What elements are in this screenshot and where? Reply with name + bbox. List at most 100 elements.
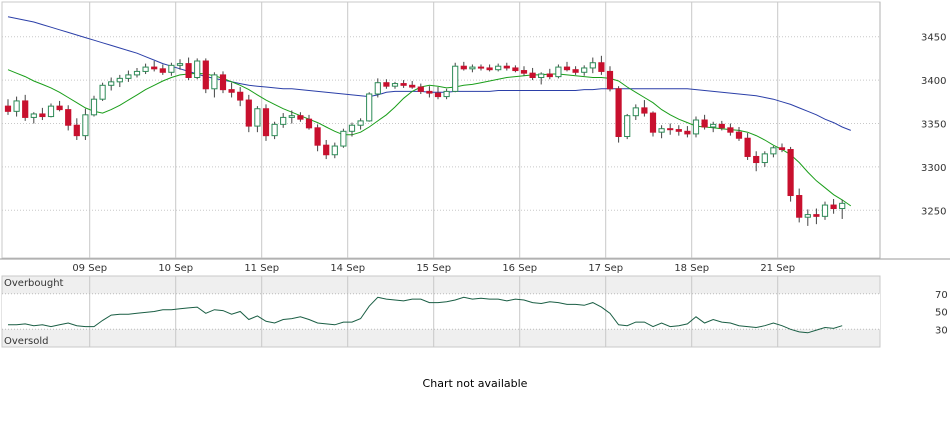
candle	[305, 114, 313, 130]
candle-body-up	[99, 84, 106, 100]
candle	[581, 65, 588, 76]
candle	[770, 146, 777, 158]
candle	[142, 63, 149, 75]
candle-body-up	[168, 64, 175, 73]
candle	[434, 87, 442, 100]
candle-body-up	[331, 145, 338, 156]
candle-body-down	[572, 69, 579, 73]
candle-body-down	[563, 66, 571, 71]
candle-body-up	[194, 60, 201, 78]
main-plot-frame	[1, 1, 881, 259]
candle-body-up	[125, 74, 132, 79]
candle	[176, 59, 184, 70]
candle	[228, 82, 235, 98]
candle-body-down	[744, 137, 751, 157]
candle	[314, 124, 321, 152]
indicator-line	[8, 296, 843, 334]
candle	[624, 113, 631, 140]
candle-body-up	[839, 202, 846, 210]
candle-body-down	[245, 99, 252, 127]
candle-body-down	[434, 92, 442, 98]
candle	[598, 55, 605, 75]
candle	[753, 151, 760, 172]
candle-body-up	[142, 66, 149, 72]
indicator-y-tick-label: 70	[935, 290, 948, 301]
candle	[409, 80, 416, 89]
oversold-label: Oversold	[4, 336, 49, 347]
candle-body-up	[271, 123, 278, 137]
candle-body-up	[254, 108, 261, 127]
candle-body-up	[624, 115, 631, 138]
candle	[56, 100, 63, 112]
candle-body-down	[202, 60, 209, 90]
candle-body-up	[47, 105, 55, 118]
candle-body-down	[796, 195, 803, 218]
candle-body-down	[228, 89, 235, 93]
candle	[108, 77, 115, 91]
candle	[400, 80, 407, 88]
candle	[271, 121, 278, 140]
candle-body-down	[615, 88, 622, 138]
candle	[13, 96, 20, 117]
candle	[735, 126, 743, 141]
candle	[348, 122, 356, 137]
x-tick-label: 15 Sep	[416, 263, 451, 274]
candle	[374, 78, 381, 98]
candle	[555, 64, 562, 79]
candle-body-down	[219, 74, 227, 91]
candle-body-down	[39, 113, 46, 118]
candle	[168, 62, 175, 76]
candle-body-up	[804, 214, 811, 218]
candle-body-down	[409, 84, 416, 88]
candle-body-up	[280, 116, 287, 125]
candle-body-up	[538, 73, 545, 78]
candle-body-down	[778, 147, 786, 151]
candle-body-down	[649, 112, 657, 133]
y-tick-label: 3400	[921, 76, 946, 87]
candle	[503, 62, 510, 71]
candle-body-up	[821, 204, 829, 217]
candle	[684, 126, 691, 138]
candle	[340, 128, 347, 148]
candle	[589, 57, 596, 74]
candle	[366, 92, 373, 122]
candle	[254, 106, 261, 133]
candle	[572, 66, 579, 75]
candle-body-down	[512, 67, 519, 72]
candle-body-down	[151, 66, 158, 70]
y-tick-label: 3300	[921, 163, 946, 174]
candle	[245, 94, 252, 133]
candle	[632, 104, 639, 121]
candle	[65, 105, 72, 131]
candle-body-down	[237, 91, 244, 101]
candle	[323, 139, 330, 160]
candle	[383, 79, 390, 89]
x-tick-label: 10 Sep	[158, 263, 193, 274]
candle-body-down	[22, 100, 29, 118]
candle-body-down	[73, 124, 80, 137]
candle-body-up	[357, 120, 364, 126]
candle-body-up	[469, 66, 476, 70]
candle-body-up	[374, 82, 381, 95]
candle	[90, 95, 98, 117]
x-tick-label: 14 Sep	[330, 263, 365, 274]
candle	[73, 118, 80, 140]
candle	[830, 198, 837, 214]
candle-body-down	[297, 115, 304, 120]
candle	[649, 111, 657, 137]
candle-body-down	[727, 127, 734, 133]
candle	[512, 65, 519, 73]
candle-body-up	[90, 98, 98, 116]
candle-body-down	[314, 127, 321, 146]
candle	[219, 71, 227, 94]
candle-body-up	[495, 65, 502, 71]
candle-body-up	[116, 77, 123, 83]
candle	[460, 61, 467, 71]
candle-body-down	[813, 214, 820, 217]
candle-body-up	[692, 119, 700, 135]
candle-body-down	[787, 149, 794, 197]
candle-body-up	[211, 74, 218, 90]
y-tick-label: 3450	[921, 33, 946, 44]
candle	[778, 143, 786, 153]
